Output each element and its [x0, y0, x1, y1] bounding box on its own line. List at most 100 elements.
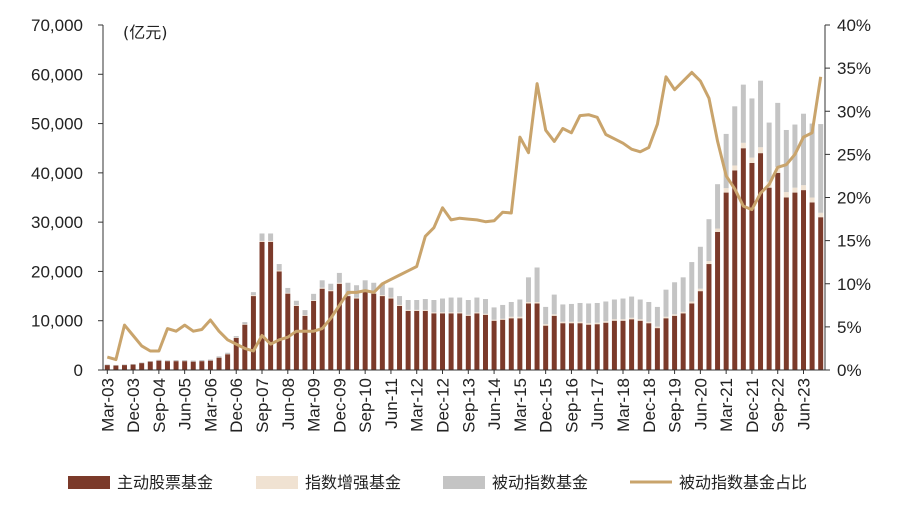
bar-enhanced	[431, 312, 437, 314]
bar-passive	[706, 219, 712, 262]
bar-enhanced	[482, 313, 488, 315]
bar-enhanced	[448, 312, 454, 314]
bar-enhanced	[457, 312, 463, 314]
bar-active	[465, 315, 471, 370]
bar-enhanced	[758, 147, 764, 154]
bar-enhanced	[422, 309, 428, 311]
bar-active	[809, 202, 815, 370]
bar-passive	[568, 303, 574, 322]
bar-passive	[491, 307, 497, 320]
bar-passive	[654, 306, 660, 327]
y2-tick-label: 20%	[837, 189, 871, 208]
y2-tick-label: 5%	[837, 318, 862, 337]
bar-passive	[268, 233, 274, 241]
bar-enhanced	[440, 312, 446, 314]
bar-passive	[182, 360, 188, 362]
bar-active	[259, 241, 265, 370]
x-tick-label: Dec-15	[537, 378, 556, 433]
bar-enhanced	[336, 282, 342, 284]
legend-item-enhanced: 指数增强基金	[256, 473, 401, 492]
bar-active	[577, 323, 583, 370]
bar-active	[740, 148, 746, 370]
bar-active	[156, 360, 162, 370]
x-tick-label: Sep-07	[253, 378, 272, 433]
bar-active	[706, 264, 712, 370]
bar-active	[586, 324, 592, 370]
bar-enhanced	[594, 322, 600, 325]
legend-label-passive: 被动指数基金	[492, 473, 588, 492]
bar-enhanced	[276, 270, 282, 272]
bar-passive	[680, 277, 686, 312]
bar-active	[620, 320, 626, 370]
bar-active	[818, 217, 824, 370]
bar-active	[354, 298, 360, 370]
bar-passive	[164, 360, 170, 362]
bar-passive	[362, 280, 368, 291]
bar-passive	[156, 359, 162, 361]
x-tick-label: Dec-18	[640, 378, 659, 433]
bar-active	[250, 296, 256, 370]
passive-ratio-line	[106, 70, 823, 362]
legend-swatch-enhanced	[256, 476, 298, 489]
x-tick-label: Dec-12	[434, 378, 453, 433]
bar-passive	[818, 124, 824, 213]
bar-enhanced	[697, 288, 703, 292]
bar-active	[371, 293, 377, 370]
bar-passive	[405, 300, 411, 310]
bar-active	[276, 271, 282, 370]
bar-enhanced	[491, 319, 497, 321]
legend: 主动股票基金 指数增强基金 被动指数基金 被动指数基金占比	[68, 473, 807, 492]
y-unit-label: (亿元)	[123, 23, 168, 42]
bar-passive	[500, 304, 506, 319]
bar-passive	[801, 113, 807, 186]
bar-active	[311, 301, 317, 370]
bar-active	[551, 315, 557, 370]
bar-enhanced	[637, 319, 643, 321]
bar-enhanced	[534, 301, 540, 304]
legend-label-enhanced: 指数增强基金	[305, 473, 401, 492]
bar-active	[440, 313, 446, 370]
bar-enhanced	[397, 304, 403, 306]
legend-swatch-passive	[443, 476, 485, 489]
bar-passive	[379, 283, 385, 296]
bar-passive	[766, 122, 772, 182]
bar-passive	[414, 300, 420, 310]
bar-enhanced	[723, 188, 729, 193]
bar-passive	[388, 287, 394, 298]
y-tick-label: 40,000	[31, 164, 83, 183]
bar-passive	[474, 297, 480, 313]
bar-active	[422, 310, 428, 370]
bar-enhanced	[379, 295, 385, 297]
bar-enhanced	[319, 287, 325, 289]
x-tick-label: Jun-08	[279, 378, 298, 430]
x-tick-label: Jun-23	[795, 378, 814, 430]
y2-tick-label: 10%	[837, 275, 871, 294]
x-tick-label: Mar-18	[614, 378, 633, 432]
bar-active	[225, 354, 231, 370]
bar-passive	[422, 299, 428, 310]
bar-enhanced	[646, 321, 652, 324]
bar-enhanced	[740, 142, 746, 149]
bar-enhanced	[680, 311, 686, 314]
bar-passive	[715, 184, 721, 229]
bar-active	[147, 361, 153, 370]
bar-active	[749, 163, 755, 370]
bar-active	[130, 364, 136, 370]
bar-enhanced	[629, 317, 635, 320]
bar-enhanced	[611, 319, 617, 321]
y2-tick-label: 25%	[837, 145, 871, 164]
bar-active	[792, 192, 798, 370]
legend-item-ratio: 被动指数基金占比	[630, 473, 807, 492]
bar-active	[525, 303, 531, 370]
bar-passive	[775, 102, 781, 167]
bar-passive	[517, 299, 523, 317]
x-tick-label: Jun-11	[382, 378, 401, 429]
bar-active	[302, 315, 308, 370]
bar-passive	[758, 80, 764, 148]
bar-passive	[689, 262, 695, 302]
bar-passive	[328, 283, 334, 291]
bar-enhanced	[465, 314, 471, 316]
bar-passive	[723, 133, 729, 189]
bar-active	[173, 361, 179, 370]
bar-active	[766, 187, 772, 370]
